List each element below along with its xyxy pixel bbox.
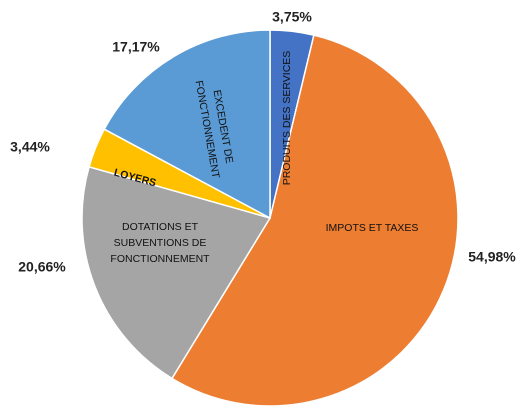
pie-slice [81,165,272,380]
slice-label-line: PRODUITS DES SERVICES [281,51,293,186]
value-label: 3,75% [272,9,312,25]
slice-label: DOTATIONS ET SUBVENTIONS DE FONCTIONNEMENT [110,221,210,265]
value-label: 17,17% [112,39,160,55]
value-label: 3,44% [10,139,50,155]
pie-slice [103,29,271,220]
slice-label-line: DOTATIONS ET [122,221,199,233]
slice-label-line: IMPOTS ET TAXES [326,222,419,234]
value-label: 20,66% [18,259,66,275]
slice-label-line: FONCTIONNEMENT [110,253,210,265]
value-label: 54,98% [468,249,516,265]
slice-label: PRODUITS DES SERVICES [281,51,293,186]
slice-label: IMPOTS ET TAXES [326,222,419,234]
slice-label-line: SUBVENTIONS DE [114,237,207,249]
pie-slice [170,34,459,407]
